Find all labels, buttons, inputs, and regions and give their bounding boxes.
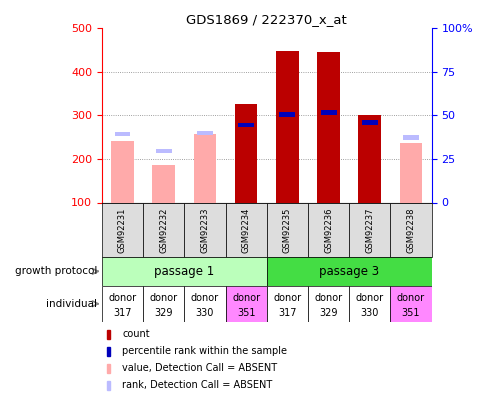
Text: individual: individual: [46, 299, 97, 309]
Bar: [266, 286, 307, 322]
Bar: [143, 202, 184, 257]
Text: 329: 329: [318, 308, 337, 318]
Bar: [266, 202, 307, 257]
Bar: [155, 149, 171, 153]
Bar: [184, 202, 225, 257]
Text: GSM92238: GSM92238: [406, 207, 415, 253]
Text: GSM92234: GSM92234: [241, 207, 250, 253]
Text: donor: donor: [108, 293, 136, 303]
Text: passage 3: passage 3: [318, 265, 378, 278]
Text: count: count: [122, 329, 150, 339]
Bar: [358, 115, 380, 202]
Bar: [348, 202, 390, 257]
Text: donor: donor: [273, 293, 301, 303]
Text: donor: donor: [314, 293, 342, 303]
Text: rank, Detection Call = ABSENT: rank, Detection Call = ABSENT: [122, 380, 272, 390]
Text: 330: 330: [360, 308, 378, 318]
Text: GSM92235: GSM92235: [282, 207, 291, 253]
Text: GSM92231: GSM92231: [118, 207, 127, 253]
Text: 329: 329: [154, 308, 173, 318]
Bar: [102, 286, 143, 322]
Bar: [390, 202, 431, 257]
Bar: [390, 286, 431, 322]
Bar: [238, 123, 254, 128]
Bar: [320, 110, 336, 115]
Bar: [184, 286, 225, 322]
Bar: [361, 120, 377, 125]
Text: GSM92233: GSM92233: [200, 207, 209, 253]
Text: GSM92236: GSM92236: [323, 207, 333, 253]
Bar: [102, 257, 266, 286]
Text: donor: donor: [191, 293, 218, 303]
Bar: [402, 135, 418, 140]
Text: 351: 351: [401, 308, 420, 318]
Bar: [307, 202, 348, 257]
Bar: [279, 112, 295, 117]
Bar: [111, 141, 134, 202]
Bar: [234, 104, 257, 202]
Text: 317: 317: [277, 308, 296, 318]
Bar: [197, 131, 212, 135]
Bar: [275, 51, 298, 202]
Text: value, Detection Call = ABSENT: value, Detection Call = ABSENT: [122, 363, 277, 373]
Bar: [225, 202, 266, 257]
Title: GDS1869 / 222370_x_at: GDS1869 / 222370_x_at: [186, 13, 347, 26]
Text: donor: donor: [232, 293, 259, 303]
Bar: [348, 286, 390, 322]
Text: percentile rank within the sample: percentile rank within the sample: [122, 346, 287, 356]
Text: GSM92237: GSM92237: [364, 207, 374, 253]
Text: donor: donor: [396, 293, 424, 303]
Bar: [114, 132, 130, 136]
Text: 317: 317: [113, 308, 132, 318]
Bar: [143, 286, 184, 322]
Bar: [152, 166, 175, 202]
Bar: [225, 286, 266, 322]
Text: 351: 351: [236, 308, 255, 318]
Bar: [317, 52, 339, 202]
Text: growth protocol: growth protocol: [15, 266, 97, 276]
Text: passage 1: passage 1: [154, 265, 214, 278]
Bar: [266, 257, 431, 286]
Text: 330: 330: [196, 308, 213, 318]
Bar: [102, 202, 143, 257]
Bar: [193, 134, 216, 202]
Text: donor: donor: [355, 293, 383, 303]
Text: donor: donor: [150, 293, 177, 303]
Bar: [307, 286, 348, 322]
Bar: [399, 143, 422, 202]
Text: GSM92232: GSM92232: [159, 207, 168, 253]
